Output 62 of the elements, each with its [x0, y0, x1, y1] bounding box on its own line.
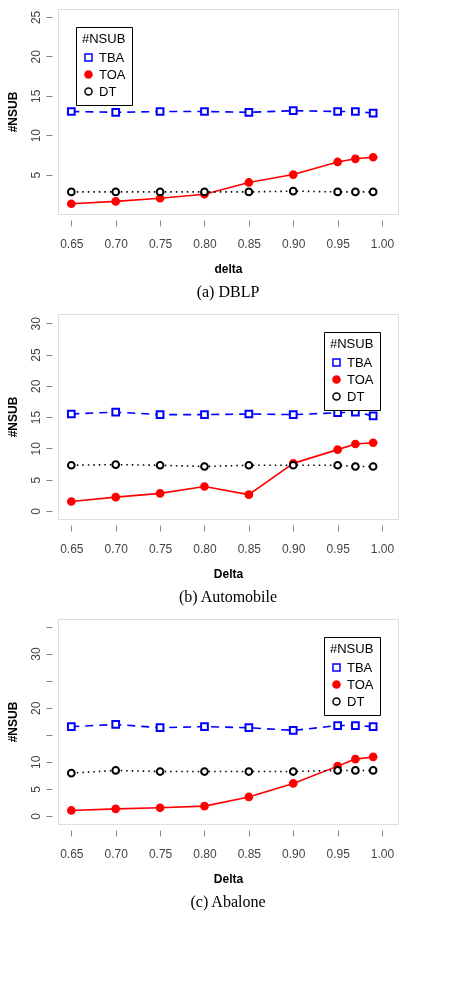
legend-title: #NSUB [5, 396, 20, 438]
x-tick-label: 0.70 [104, 541, 129, 556]
y-tick-label: 10 [28, 128, 43, 143]
y-tick-label: 5 [28, 476, 43, 484]
y-tick-label: 0 [28, 812, 43, 820]
y-tick-label: 25 [28, 348, 43, 362]
y-tick-label: 30 [28, 647, 43, 661]
x-axis-title: Delta [213, 566, 244, 581]
y-tick-label: 20 [28, 701, 43, 715]
legend-title: #NSUB [5, 91, 20, 133]
x-tick-label: 1.00 [370, 236, 395, 251]
legend-label: DT [347, 388, 365, 404]
y-tick-label: 20 [28, 379, 43, 394]
y-axis-title: #NSUB [82, 31, 126, 46]
x-tick-label: 0.90 [282, 236, 306, 251]
y-tick-label: 15 [28, 89, 43, 103]
legend-label: TOA [99, 66, 126, 82]
y-tick-label: 5 [28, 171, 43, 179]
x-tick-label: 0.70 [104, 236, 129, 251]
x-tick-label: 1.00 [370, 541, 395, 556]
x-tick-label: 0.80 [193, 846, 217, 861]
legend-title: #NSUB [5, 701, 20, 743]
text: (a) DBLP [196, 283, 260, 301]
y-axis-title: #NSUB [330, 641, 374, 656]
text: (b) Automobile [178, 588, 278, 606]
x-tick-label: 0.85 [237, 846, 262, 861]
legend-label: TBA [99, 49, 125, 65]
x-tick-label: 0.85 [237, 541, 262, 556]
legend-label: TOA [347, 371, 374, 387]
x-tick-label: 0.80 [193, 236, 217, 251]
y-tick-label: 10 [28, 441, 43, 456]
x-tick-label: 0.65 [60, 541, 84, 556]
y-axis-title: #NSUB [330, 336, 374, 351]
x-tick-label: 0.95 [326, 541, 351, 556]
x-tick-label: 0.85 [237, 236, 262, 251]
x-tick-label: 0.65 [60, 846, 84, 861]
y-tick-label: 20 [28, 49, 43, 64]
y-tick-label: 0 [28, 507, 43, 515]
x-tick-label: 0.95 [326, 236, 351, 251]
y-tick-label: 25 [28, 10, 43, 25]
legend-label: TBA [347, 354, 373, 370]
x-axis-title: delta [214, 261, 243, 276]
x-tick-label: 0.75 [148, 541, 173, 556]
x-axis-title: Delta [213, 871, 244, 886]
x-tick-label: 0.95 [326, 846, 351, 861]
legend-label: DT [99, 83, 117, 99]
legend-label: TOA [347, 676, 374, 692]
legend-label: DT [347, 693, 365, 709]
text: (c) Abalone [190, 893, 266, 911]
y-tick-label: 5 [28, 785, 43, 793]
x-tick-label: 0.70 [104, 846, 129, 861]
y-tick-label: 15 [28, 410, 43, 425]
x-tick-label: 0.90 [282, 541, 306, 556]
x-tick-label: 0.75 [148, 236, 173, 251]
x-tick-label: 0.65 [60, 236, 84, 251]
y-tick-label: 30 [28, 316, 43, 331]
x-tick-label: 0.75 [148, 846, 173, 861]
x-tick-label: 0.90 [282, 846, 306, 861]
y-tick-label: 10 [28, 755, 43, 769]
x-tick-label: 1.00 [370, 846, 395, 861]
legend-label: TBA [347, 659, 373, 675]
x-tick-label: 0.80 [193, 541, 217, 556]
